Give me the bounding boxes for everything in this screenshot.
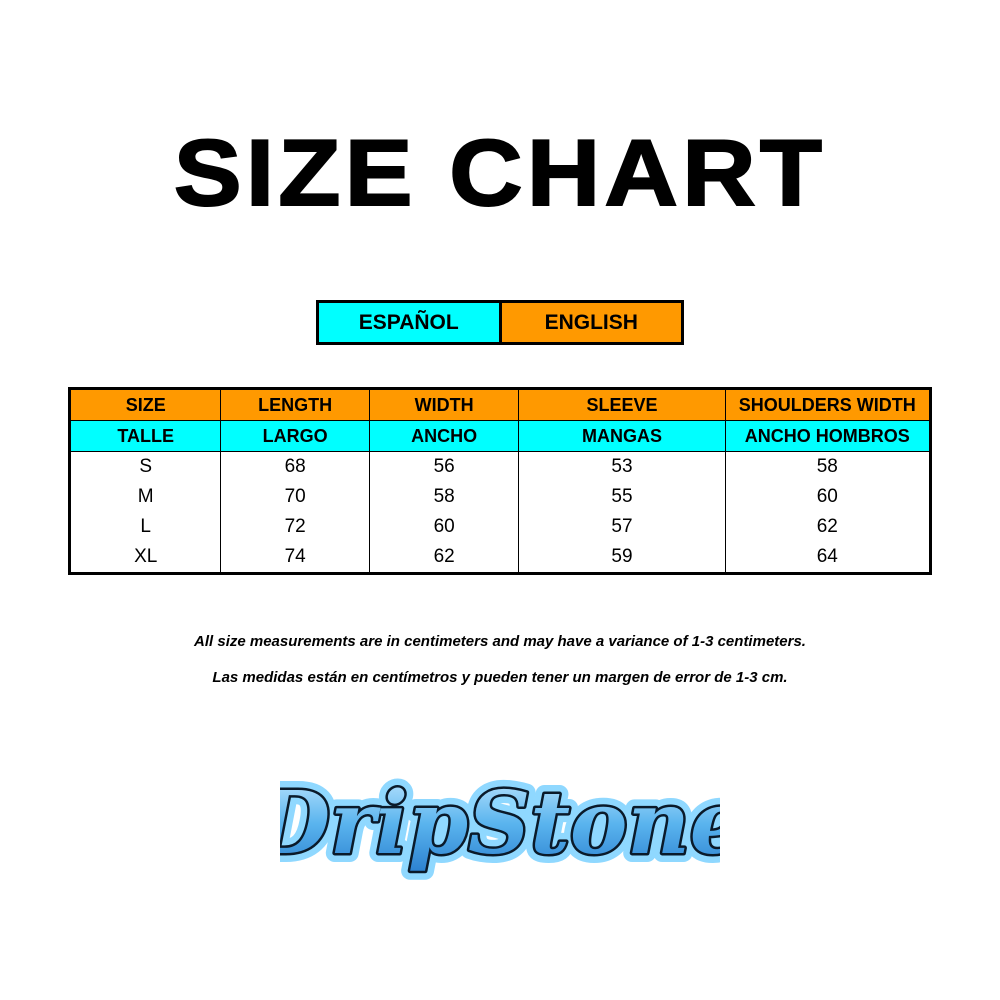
logo-glow: DripStone: [280, 773, 720, 874]
table-row: XL 74 62 59 64: [68, 542, 932, 574]
header-cell: WIDTH: [368, 388, 520, 421]
header-cell: SHOULDERS WIDTH: [724, 388, 932, 421]
page-title: SIZE CHART: [173, 119, 827, 226]
table-cell: S: [68, 451, 222, 482]
table-cell: 68: [220, 451, 370, 482]
note-english: All size measurements are in centimeters…: [194, 633, 806, 650]
logo-text: DripStone: [280, 773, 720, 874]
table-cell: 60: [724, 482, 932, 512]
header-cell: LARGO: [220, 420, 370, 452]
header-cell: SLEEVE: [518, 388, 726, 421]
table-row: L 72 60 57 62: [68, 512, 932, 542]
table-row: S 68 56 53 58: [68, 451, 932, 482]
language-legend: ESPAÑOL ENGLISH: [316, 300, 684, 345]
table-cell: 53: [518, 451, 726, 482]
header-cell: MANGAS: [518, 420, 726, 452]
table-cell: 62: [724, 512, 932, 542]
table-cell: 55: [518, 482, 726, 512]
note-spanish: Las medidas están en centímetros y puede…: [212, 669, 788, 686]
table-cell: L: [68, 512, 222, 542]
table-cell: M: [68, 482, 222, 512]
table-cell: 57: [518, 512, 726, 542]
table-cell: 70: [220, 482, 370, 512]
header-row-english: SIZE LENGTH WIDTH SLEEVE SHOULDERS WIDTH: [68, 388, 932, 421]
header-cell: ANCHO HOMBROS: [724, 420, 932, 452]
table-cell: 60: [368, 512, 520, 542]
table-cell: 58: [368, 482, 520, 512]
dripstone-logo: DripStone DripStone: [280, 764, 720, 883]
header-row-spanish: TALLE LARGO ANCHO MANGAS ANCHO HOMBROS: [68, 420, 932, 452]
table-cell: 72: [220, 512, 370, 542]
header-cell: SIZE: [68, 388, 222, 421]
size-table: SIZE LENGTH WIDTH SLEEVE SHOULDERS WIDTH…: [68, 387, 932, 575]
table-cell: 58: [724, 451, 932, 482]
table-row: M 70 58 55 60: [68, 482, 932, 512]
table-cell: 64: [724, 542, 932, 574]
language-english: ENGLISH: [501, 303, 681, 342]
table-cell: 62: [368, 542, 520, 574]
header-cell: ANCHO: [368, 420, 520, 452]
table-cell: 59: [518, 542, 726, 574]
header-cell: TALLE: [68, 420, 222, 452]
language-spanish: ESPAÑOL: [319, 303, 502, 342]
table-cell: XL: [68, 542, 222, 574]
table-cell: 56: [368, 451, 520, 482]
header-cell: LENGTH: [220, 388, 370, 421]
table-cell: 74: [220, 542, 370, 574]
